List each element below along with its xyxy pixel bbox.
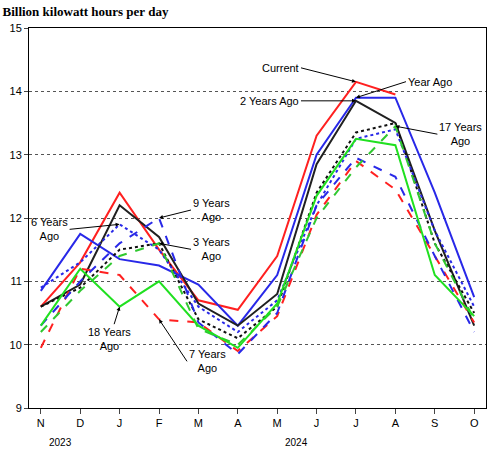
svg-text:A: A xyxy=(392,417,400,429)
svg-text:J: J xyxy=(353,417,359,429)
svg-text:12: 12 xyxy=(10,212,22,224)
svg-text:Billion kilowatt hours per day: Billion kilowatt hours per day xyxy=(2,4,168,19)
svg-text:14: 14 xyxy=(10,85,22,97)
svg-text:M: M xyxy=(273,417,282,429)
svg-text:D: D xyxy=(76,417,84,429)
svg-text:17 YearsAgo: 17 YearsAgo xyxy=(439,121,482,147)
svg-text:11: 11 xyxy=(10,275,21,287)
svg-text:O: O xyxy=(470,417,479,429)
svg-text:F: F xyxy=(156,417,163,429)
svg-text:7 YearsAgo: 7 YearsAgo xyxy=(189,348,226,374)
svg-text:18 YearsAgo: 18 YearsAgo xyxy=(88,326,131,352)
svg-text:10: 10 xyxy=(10,339,22,351)
svg-text:M: M xyxy=(194,417,203,429)
svg-text:Year Ago: Year Ago xyxy=(408,76,452,88)
svg-text:2 Years Ago: 2 Years Ago xyxy=(240,95,299,107)
svg-text:9: 9 xyxy=(16,402,22,414)
svg-text:13: 13 xyxy=(10,149,22,161)
svg-text:3 YearsAgo: 3 YearsAgo xyxy=(193,236,230,262)
svg-text:A: A xyxy=(234,417,242,429)
svg-text:2023: 2023 xyxy=(49,437,72,448)
svg-text:N: N xyxy=(37,417,45,429)
svg-text:6 YearsAgo: 6 YearsAgo xyxy=(31,216,68,242)
svg-text:S: S xyxy=(431,417,438,429)
svg-text:2024: 2024 xyxy=(285,437,308,448)
svg-text:15: 15 xyxy=(10,22,22,34)
svg-text:J: J xyxy=(117,417,123,429)
svg-text:9 YearsAgo: 9 YearsAgo xyxy=(193,197,230,223)
svg-text:J: J xyxy=(314,417,320,429)
svg-text:Current: Current xyxy=(262,62,299,74)
